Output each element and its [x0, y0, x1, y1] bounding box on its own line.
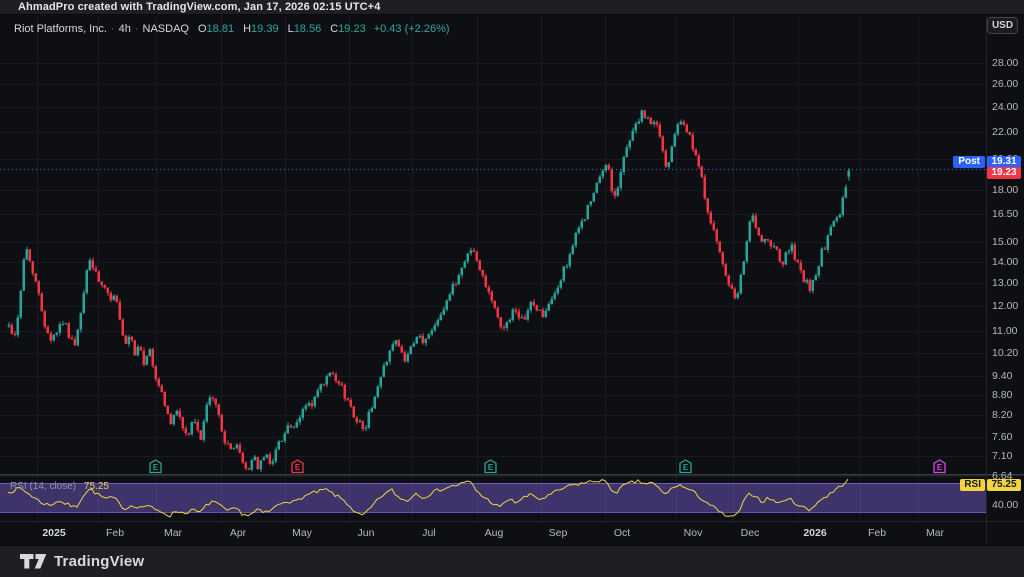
price-tick-label: 28.00 — [992, 57, 1018, 69]
price-tick-label: 8.80 — [992, 389, 1012, 401]
svg-text:E: E — [937, 463, 943, 472]
earnings-marker-icon[interactable]: E — [933, 459, 946, 474]
svg-text:E: E — [295, 463, 301, 472]
price-tick-label: 10.20 — [992, 347, 1018, 359]
time-tick-label: Apr — [230, 527, 246, 539]
post-market-badge: Post — [953, 156, 985, 168]
time-tick-label: 2025 — [42, 527, 65, 539]
price-tick-label: 8.20 — [992, 409, 1012, 421]
last-price-label: 19.23 — [987, 167, 1021, 179]
tradingview-logo-text: TradingView — [54, 553, 144, 570]
rsi-axis-badge: RSI — [960, 479, 985, 491]
rsi-legend[interactable]: RSI (14, close) 75.25 — [10, 481, 109, 492]
price-tick-label: 13.00 — [992, 277, 1018, 289]
price-tick-label: 22.00 — [992, 126, 1018, 138]
attribution-bar: AhmadPro created with TradingView.com, J… — [0, 0, 1024, 15]
ohlc-open: O18.81 — [198, 23, 234, 35]
price-change: +0.43 (+2.26%) — [374, 23, 450, 35]
symbol-title: Riot Platforms, Inc. — [14, 23, 107, 35]
currency-button[interactable]: USD — [987, 17, 1018, 34]
rsi-current-value: 75.25 — [84, 481, 109, 492]
price-tick-label: 24.00 — [992, 101, 1018, 113]
symbol-legend[interactable]: Riot Platforms, Inc. · 4h · NASDAQ O18.81 H19.… — [14, 23, 450, 35]
time-tick-label: Feb — [106, 527, 124, 539]
price-tick-label: 12.00 — [992, 300, 1018, 312]
ohlc-close: C19.23 — [330, 23, 365, 35]
time-tick-label: Mar — [926, 527, 944, 539]
svg-text:E: E — [153, 463, 159, 472]
time-tick-label: Nov — [684, 527, 703, 539]
price-tick-label: 16.50 — [992, 208, 1018, 220]
rsi-params: (14, close) — [29, 481, 76, 492]
price-tick-label: 11.00 — [992, 325, 1018, 337]
price-tick-label: 9.40 — [992, 370, 1012, 382]
time-tick-label: Aug — [485, 527, 504, 539]
attribution-text: AhmadPro created with TradingView.com, J… — [18, 1, 380, 13]
price-tick-label: 15.00 — [992, 236, 1018, 248]
price-tick-label: 14.00 — [992, 256, 1018, 268]
price-tick-label: 7.10 — [992, 450, 1012, 462]
tradingview-logo[interactable]: TradingView — [20, 553, 144, 570]
earnings-marker-icon[interactable]: E — [484, 459, 497, 474]
earnings-marker-icon[interactable]: E — [149, 459, 162, 474]
symbol-exchange: NASDAQ — [143, 23, 189, 35]
rsi-name: RSI — [10, 481, 27, 492]
rsi-axis-tick: 40.00 — [992, 499, 1018, 511]
tradingview-logo-icon — [20, 554, 47, 569]
time-tick-label: Mar — [164, 527, 182, 539]
price-tick-label: 26.00 — [992, 78, 1018, 90]
price-tick-label: 7.60 — [992, 431, 1012, 443]
svg-text:E: E — [683, 463, 689, 472]
time-tick-label: Jul — [422, 527, 435, 539]
footer-bar: TradingView — [0, 545, 1024, 577]
legend-separator: · — [111, 23, 115, 35]
time-tick-label: Dec — [741, 527, 760, 539]
legend-separator: · — [135, 23, 139, 35]
ohlc-low: L18.56 — [288, 23, 322, 35]
time-tick-label: Feb — [868, 527, 886, 539]
tradingview-chart-export: AhmadPro created with TradingView.com, J… — [0, 0, 1024, 577]
earnings-marker-icon[interactable]: E — [679, 459, 692, 474]
time-tick-label: 2026 — [803, 527, 826, 539]
earnings-marker-icon[interactable]: E — [291, 459, 304, 474]
time-tick-label: Oct — [614, 527, 630, 539]
ohlc-high: H19.39 — [243, 23, 278, 35]
time-tick-label: Sep — [549, 527, 568, 539]
rsi-axis-value: 75.25 — [987, 479, 1021, 491]
time-tick-label: May — [292, 527, 312, 539]
symbol-interval: 4h — [119, 23, 131, 35]
svg-text:E: E — [488, 463, 494, 472]
post-price-label: 19.31 — [987, 156, 1021, 168]
price-tick-label: 18.00 — [992, 184, 1018, 196]
time-tick-label: Jun — [358, 527, 375, 539]
